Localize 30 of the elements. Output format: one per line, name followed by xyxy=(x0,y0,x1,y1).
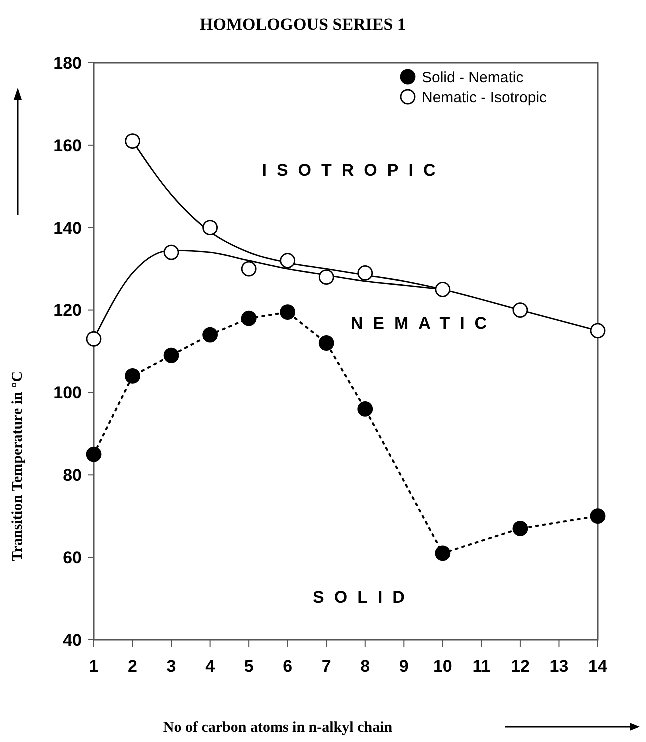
legend-label: Nematic - Isotropic xyxy=(422,89,548,106)
annotation: SOLID xyxy=(313,588,415,607)
x-tick-label: 1 xyxy=(89,657,99,676)
annotation: ISOTROPIC xyxy=(262,160,446,180)
x-tick-label: 7 xyxy=(322,657,332,676)
y-tick-label: 120 xyxy=(54,301,82,320)
x-tick-label: 3 xyxy=(166,657,176,676)
y-tick-label: 40 xyxy=(63,630,82,650)
x-tick-label: 5 xyxy=(244,657,254,676)
y-tick-label: 100 xyxy=(54,384,82,403)
annotation: NEMATIC xyxy=(350,314,498,333)
x-tick-label: 14 xyxy=(588,657,608,676)
legend-label: Solid - Nematic xyxy=(422,69,524,86)
x-axis-title: No of carbon atoms in n-alkyl chain xyxy=(163,720,394,736)
y-axis-title: Transition Temperature in °C xyxy=(10,371,26,562)
y-tick-label: 60 xyxy=(63,548,82,568)
x-tick-label: 8 xyxy=(360,657,370,676)
x-tick-label: 2 xyxy=(128,657,138,676)
y-tick-label: 80 xyxy=(63,466,82,486)
chart-title: HOMOLOGOUS SERIES 1 xyxy=(200,15,406,34)
x-tick-label: 12 xyxy=(511,657,530,676)
x-tick-label: 10 xyxy=(433,657,452,676)
x-tick-label: 6 xyxy=(283,657,293,676)
y-tick-label: 180 xyxy=(54,54,82,73)
y-tick-label: 140 xyxy=(54,218,82,238)
x-tick-label: 13 xyxy=(550,657,569,676)
y-tick-label: 160 xyxy=(54,136,82,156)
x-tick-label: 11 xyxy=(472,657,491,676)
x-tick-label: 4 xyxy=(206,657,216,676)
x-tick-label: 9 xyxy=(399,657,409,676)
